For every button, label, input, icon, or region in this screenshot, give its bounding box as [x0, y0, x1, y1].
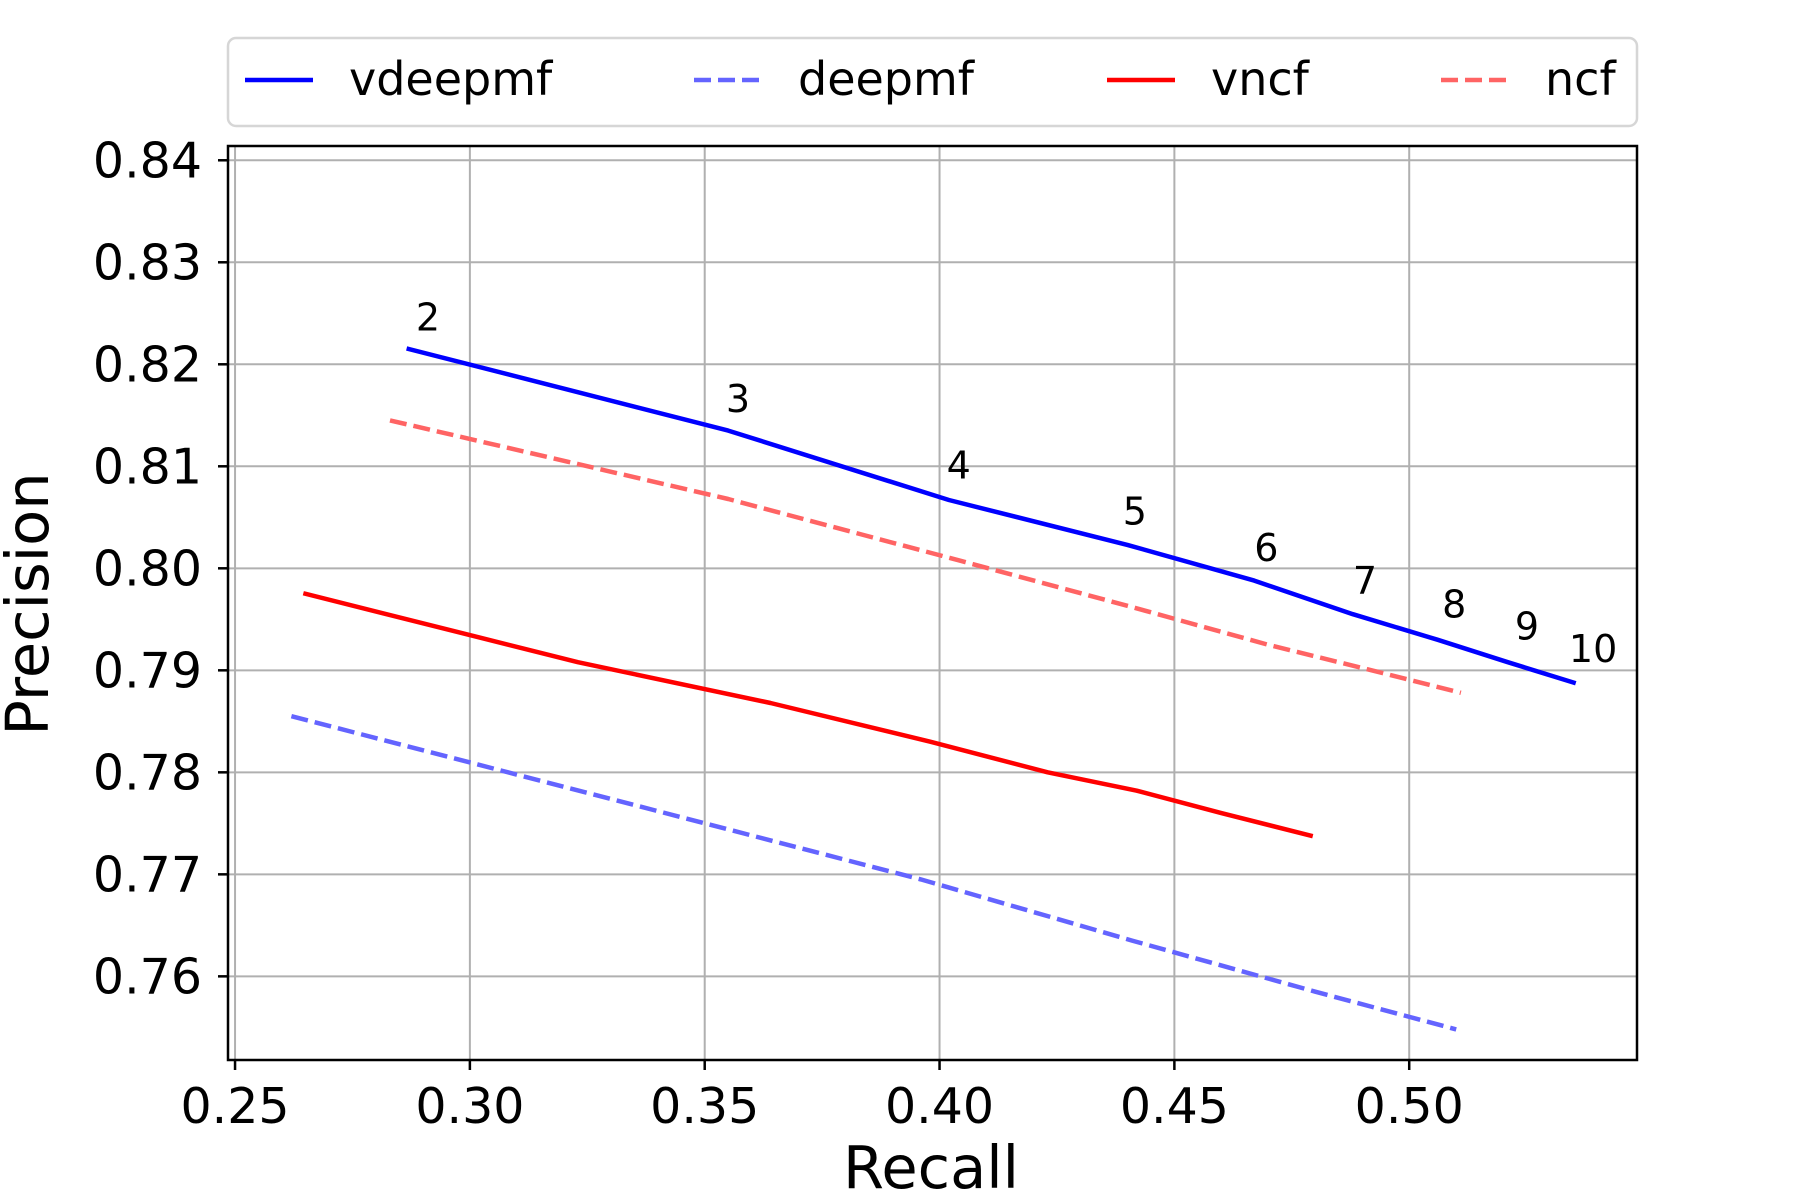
x-tick-label: 0.40 [885, 1078, 994, 1135]
point-label: 6 [1254, 526, 1278, 570]
point-label: 2 [416, 296, 440, 340]
legend-label-deepmf: deepmf [798, 52, 976, 106]
legend-label-vdeepmf: vdeepmf [349, 52, 554, 106]
y-tick-label: 0.81 [93, 438, 202, 495]
series-layer [290, 346, 1577, 1032]
y-tick-label: 0.84 [93, 132, 202, 189]
point-label: 5 [1123, 489, 1147, 533]
series-line-ncf [389, 418, 1462, 695]
y-tick-label: 0.77 [93, 846, 202, 903]
y-tick-label: 0.79 [93, 642, 202, 699]
y-tick-label: 0.83 [93, 234, 202, 291]
legend-label-ncf: ncf [1545, 52, 1617, 106]
y-tick-label: 0.78 [93, 744, 202, 801]
point-label: 9 [1515, 605, 1539, 649]
series-line-deepmf [290, 714, 1457, 1032]
x-tick-label: 0.25 [180, 1078, 289, 1135]
y-axis-label: Precision [0, 472, 62, 735]
point-label: 7 [1353, 559, 1377, 603]
y-tick-label: 0.76 [93, 948, 202, 1005]
point-label: 10 [1569, 627, 1617, 671]
annotation-layer: 2 3 4 5 6 7 8 9 10 [416, 296, 1617, 672]
legend: vdeepmf deepmf vncf ncf [226, 36, 1639, 128]
x-tick-label: 0.50 [1355, 1078, 1464, 1135]
plot-frame [226, 144, 1639, 1062]
point-label: 8 [1442, 582, 1466, 626]
legend-label-vncf: vncf [1211, 52, 1311, 106]
x-axis-label: Recall [843, 1133, 1019, 1200]
series-line-vncf [302, 591, 1314, 839]
point-label: 4 [947, 444, 971, 488]
y-tick-label: 0.82 [93, 336, 202, 393]
x-tick-label: 0.45 [1120, 1078, 1229, 1135]
y-tick-label: 0.80 [93, 540, 202, 597]
grid [228, 146, 1637, 1060]
x-tick-label: 0.35 [650, 1078, 759, 1135]
x-tick-label: 0.30 [415, 1078, 524, 1135]
point-label: 3 [726, 377, 750, 421]
series-line-vdeepmf [406, 346, 1577, 686]
ticks: 0.25 0.30 0.35 0.40 0.45 0.50 0.76 0.77 0.78 0.79… [93, 132, 1464, 1135]
legend-frame [226, 36, 1639, 128]
